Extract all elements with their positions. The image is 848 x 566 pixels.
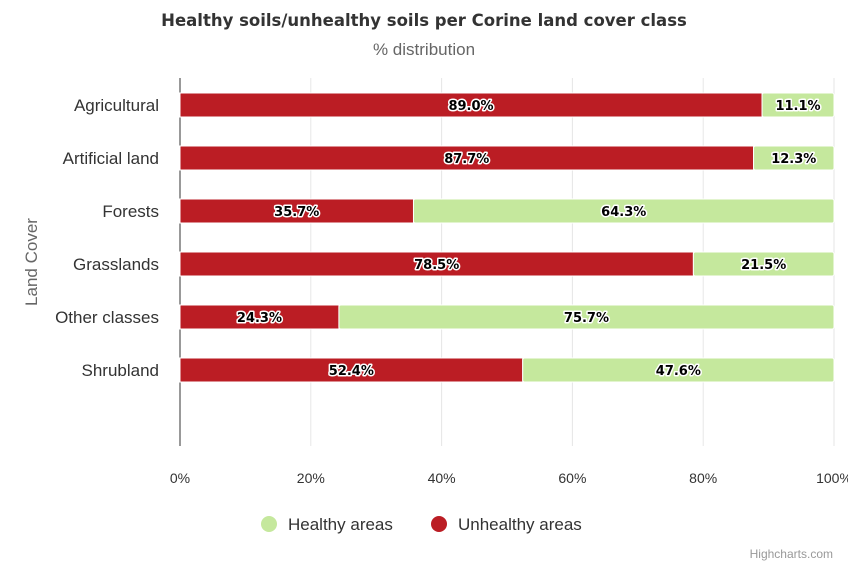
- y-axis-title: Land Cover: [22, 218, 41, 306]
- bar-segment[interactable]: [522, 357, 835, 383]
- category-labels: Agricultural Artificial land Forests Grassl…: [55, 96, 159, 380]
- legend-item[interactable]: Healthy areas: [288, 515, 393, 534]
- data-label: 21.5%: [741, 258, 786, 273]
- data-label: 24.3%: [237, 311, 282, 326]
- category-label: Forests: [102, 202, 159, 221]
- data-label: 75.7%: [564, 311, 609, 326]
- legend-marker[interactable]: [431, 516, 447, 532]
- data-label: 78.5%: [414, 258, 459, 273]
- bar-segment[interactable]: [179, 92, 763, 118]
- x-tick-label: 40%: [428, 470, 456, 486]
- data-label: 47.6%: [656, 364, 701, 379]
- category-label: Other classes: [55, 308, 159, 327]
- chart-title: Healthy soils/unhealthy soils per Corine…: [161, 11, 687, 30]
- bar-segment[interactable]: [179, 357, 524, 383]
- x-tick-label: 100%: [816, 470, 848, 486]
- credits-link[interactable]: Highcharts.com: [750, 547, 833, 561]
- bar-segment[interactable]: [179, 145, 755, 171]
- data-label: 52.4%: [329, 364, 374, 379]
- data-label: 87.7%: [444, 152, 489, 167]
- chart-subtitle: % distribution: [373, 40, 475, 59]
- x-tick-label: 80%: [689, 470, 717, 486]
- category-label: Grasslands: [73, 255, 159, 274]
- x-tick-label: 60%: [558, 470, 586, 486]
- data-labels: 89.0% 11.1% 87.7% 12.3% 35.7% 64.3% 78.5% 21.5%…: [235, 98, 822, 381]
- data-label: 64.3%: [601, 205, 646, 220]
- legend-marker[interactable]: [261, 516, 277, 532]
- bar-segment[interactable]: [412, 198, 835, 224]
- data-label: 89.0%: [448, 99, 493, 114]
- data-label: 11.1%: [775, 99, 820, 114]
- bar-segment[interactable]: [338, 304, 835, 330]
- bar-segment[interactable]: [179, 198, 414, 224]
- legend: Healthy areas Unhealthy areas: [261, 515, 582, 534]
- category-label: Artificial land: [63, 149, 159, 168]
- category-label: Shrubland: [81, 361, 159, 380]
- x-tick-label: 0%: [170, 470, 190, 486]
- data-label: 35.7%: [274, 205, 319, 220]
- bar-segment[interactable]: [761, 92, 835, 118]
- category-label: Agricultural: [74, 96, 159, 115]
- bar-segment[interactable]: [753, 145, 835, 171]
- data-label: 12.3%: [771, 152, 816, 167]
- x-tick-label: 20%: [297, 470, 325, 486]
- bar-segment[interactable]: [692, 251, 835, 277]
- x-tick-labels: 0% 20% 40% 60% 80% 100%: [170, 470, 848, 486]
- bar-segment[interactable]: [179, 251, 694, 277]
- legend-item[interactable]: Unhealthy areas: [458, 515, 582, 534]
- bars: [179, 92, 835, 383]
